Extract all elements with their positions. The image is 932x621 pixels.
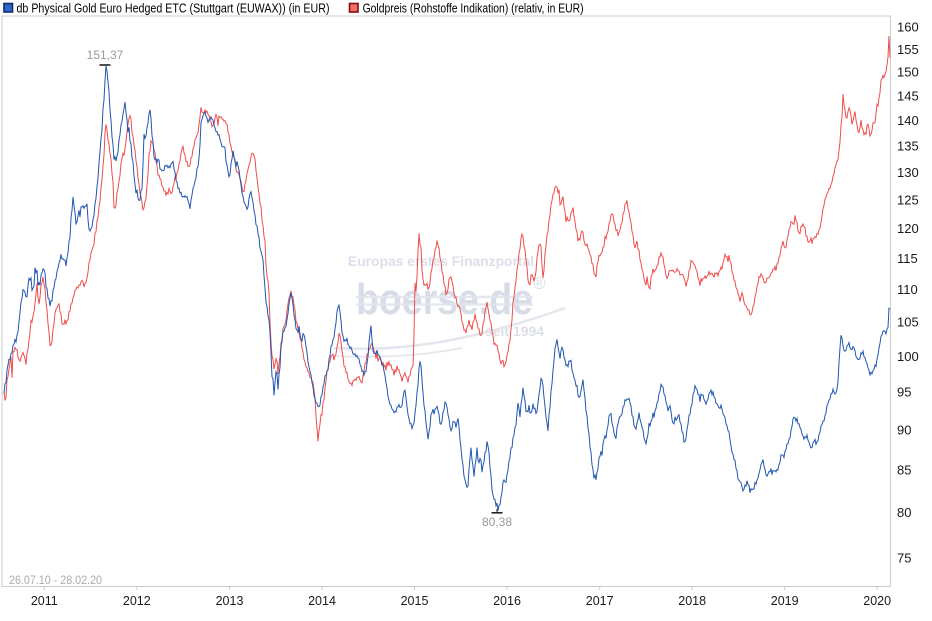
svg-text:db Physical Gold Euro Hedged E: db Physical Gold Euro Hedged ETC (Stuttg… <box>17 2 330 16</box>
svg-text:2011: 2011 <box>31 594 58 608</box>
svg-text:100: 100 <box>897 349 919 364</box>
svg-text:145: 145 <box>897 89 919 104</box>
svg-text:160: 160 <box>897 20 919 35</box>
svg-text:120: 120 <box>897 221 919 236</box>
svg-text:2018: 2018 <box>678 594 706 608</box>
svg-text:90: 90 <box>897 423 911 438</box>
svg-text:2015: 2015 <box>401 594 429 608</box>
svg-text:80: 80 <box>897 505 911 520</box>
svg-text:130: 130 <box>897 165 919 180</box>
svg-text:75: 75 <box>897 550 911 565</box>
svg-text:2020: 2020 <box>863 594 891 608</box>
svg-text:140: 140 <box>897 113 919 128</box>
svg-text:seit 1994: seit 1994 <box>485 323 544 339</box>
svg-text:95: 95 <box>897 385 911 400</box>
svg-text:80,38: 80,38 <box>482 515 512 529</box>
svg-text:105: 105 <box>897 315 919 330</box>
svg-text:110: 110 <box>897 282 918 297</box>
svg-text:2017: 2017 <box>586 594 614 608</box>
svg-text:2016: 2016 <box>493 594 521 608</box>
svg-text:2014: 2014 <box>308 594 336 608</box>
svg-text:26.07.10 - 28.02.20: 26.07.10 - 28.02.20 <box>9 573 102 587</box>
svg-text:151,37: 151,37 <box>87 48 124 62</box>
svg-text:125: 125 <box>897 193 919 208</box>
svg-text:®: ® <box>533 274 546 293</box>
svg-text:2013: 2013 <box>216 594 244 608</box>
svg-text:2012: 2012 <box>123 594 151 608</box>
svg-text:Goldpreis (Rohstoffe Indikatio: Goldpreis (Rohstoffe Indikation) (relati… <box>363 2 584 16</box>
svg-text:155: 155 <box>897 42 919 57</box>
svg-text:115: 115 <box>897 251 918 266</box>
svg-text:85: 85 <box>897 463 911 478</box>
svg-text:2019: 2019 <box>771 594 799 608</box>
svg-text:135: 135 <box>897 139 919 154</box>
svg-text:boerse.de: boerse.de <box>356 275 533 324</box>
svg-text:150: 150 <box>897 65 919 80</box>
